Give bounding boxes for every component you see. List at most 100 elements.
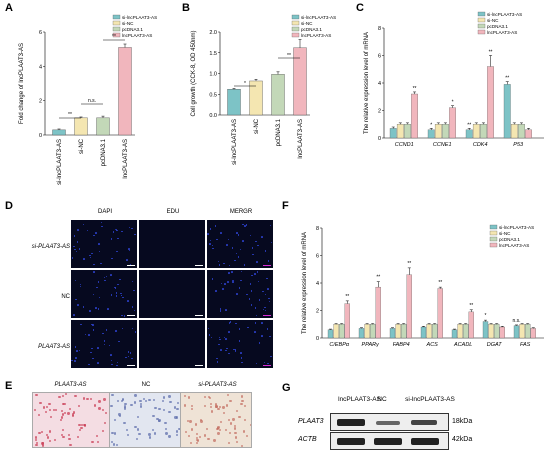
lipid-droplet xyxy=(53,438,57,442)
lipid-droplet xyxy=(41,444,44,447)
micro-image-0-0 xyxy=(71,220,137,268)
lipid-droplet xyxy=(242,430,246,433)
nucleus-dot xyxy=(100,221,103,224)
lipid-droplet xyxy=(222,411,226,415)
f-bar-0-3 xyxy=(344,303,350,339)
lipid-droplet xyxy=(209,402,212,406)
b-xlabel-3: lncPLAAT3-AS xyxy=(298,119,304,159)
f-xlabel-6: FAS xyxy=(520,342,531,348)
nucleus-dot xyxy=(231,271,233,273)
wb-band-actb-nc xyxy=(374,438,402,445)
nucleus-dot xyxy=(88,334,90,336)
lipid-droplet xyxy=(82,397,86,400)
nucleus-dot xyxy=(250,290,253,292)
lipid-droplet xyxy=(194,423,198,426)
lipid-droplet xyxy=(164,427,168,431)
lipid-droplet xyxy=(186,419,190,422)
c-bar-3-2 xyxy=(518,124,525,139)
nucleus-dot xyxy=(242,223,244,226)
f-legend-swatch-2 xyxy=(489,236,498,242)
c-sig-1: * xyxy=(430,122,432,128)
lipid-droplet xyxy=(49,415,52,419)
lipid-droplet xyxy=(136,428,140,431)
b-xlabel-2: pcDNA3.1 xyxy=(276,118,282,146)
nucleus-dot xyxy=(220,282,223,285)
nucleus-dot xyxy=(231,247,234,249)
nucleus-dot xyxy=(97,362,99,364)
nucleus-dot xyxy=(236,293,238,295)
lipid-droplet xyxy=(234,427,237,430)
nucleus-dot xyxy=(112,231,115,233)
f-xlabel-3: ACS xyxy=(426,342,439,348)
lipid-droplet xyxy=(76,435,80,438)
f-bar-6-0 xyxy=(513,325,520,339)
lipid-droplet xyxy=(35,441,39,445)
scale-bar xyxy=(127,365,135,366)
lipid-droplet xyxy=(234,436,238,439)
nucleus-dot xyxy=(269,335,271,338)
lipid-droplet xyxy=(191,405,194,408)
lipid-droplet xyxy=(164,421,167,425)
a-ytick-label-0: 0 xyxy=(39,133,42,139)
nucleus-dot xyxy=(228,352,230,355)
c-bar-0-1 xyxy=(396,124,404,139)
f-legend-label-1: si-NC xyxy=(499,231,511,236)
oil-red-image-1 xyxy=(109,392,181,448)
f-sig-3: ** xyxy=(438,280,442,286)
c-bar-3-3 xyxy=(525,129,532,139)
c-legend-swatch-2 xyxy=(477,23,486,29)
oil-red-image-2 xyxy=(180,392,252,448)
lipid-droplet xyxy=(210,410,214,413)
b-legend-swatch-3 xyxy=(291,32,300,38)
nucleus-dot xyxy=(78,248,81,250)
scale-bar xyxy=(263,265,271,266)
a-legend-label-1: si-NC xyxy=(122,21,134,26)
nucleus-dot xyxy=(110,274,112,276)
col-label-mergr: MERGR xyxy=(229,209,253,215)
f-bar-0-2 xyxy=(339,324,345,339)
nucleus-dot xyxy=(268,300,271,303)
nucleus-dot xyxy=(267,288,269,290)
f-ytick-label-0: 0 xyxy=(316,336,319,342)
nucleus-dot xyxy=(234,259,236,262)
row-label-plaat3: PLAAT3-AS xyxy=(38,344,70,350)
nucleus-dot xyxy=(238,287,241,289)
nucleus-dot xyxy=(133,309,136,312)
lipid-droplet xyxy=(153,432,157,435)
a-sig-1: n.s. xyxy=(88,98,96,104)
c-ytick-label-1: 2 xyxy=(378,109,381,115)
nucleus-dot xyxy=(111,257,113,260)
lipid-droplet xyxy=(139,403,142,406)
nucleus-dot xyxy=(235,252,238,255)
f-legend-label-3: lncPLAAT3-AS xyxy=(499,243,529,248)
micro-image-1-1 xyxy=(139,270,205,318)
nucleus-dot xyxy=(232,281,234,284)
a-sig-2: ** xyxy=(112,34,116,40)
lipid-droplet xyxy=(217,432,220,435)
nucleus-dot xyxy=(242,240,244,242)
nucleus-dot xyxy=(266,277,268,280)
lipid-droplet xyxy=(48,402,51,406)
nucleus-dot xyxy=(254,322,257,324)
row-label-si: si-PLAAT3-AS xyxy=(31,244,70,250)
f-bar-1-3 xyxy=(375,286,381,339)
a-xlabel-0: si-lncPLAAT3-AS xyxy=(57,139,63,185)
nucleus-dot xyxy=(226,244,228,246)
nucleus-dot xyxy=(129,264,132,266)
nucleus-dot xyxy=(211,244,214,247)
f-bar-0-0 xyxy=(327,329,334,339)
f-bar-4-0 xyxy=(451,329,458,339)
nucleus-dot xyxy=(235,322,237,325)
wb-band-plaat3-lnc xyxy=(337,419,365,426)
lipid-droplet xyxy=(230,422,233,425)
c-bar-0-0 xyxy=(389,128,397,139)
lipid-droplet xyxy=(165,432,168,435)
nucleus-dot xyxy=(209,239,212,242)
nucleus-dot xyxy=(223,262,225,265)
a-legend-label-2: pcDNA3.1 xyxy=(122,27,143,32)
lipid-droplet xyxy=(111,393,114,397)
c-bar-0-2 xyxy=(404,124,411,139)
nucleus-dot xyxy=(251,247,254,249)
e-label-si: si-PLAAT3-AS xyxy=(198,382,237,388)
nucleus-dot xyxy=(262,290,264,293)
